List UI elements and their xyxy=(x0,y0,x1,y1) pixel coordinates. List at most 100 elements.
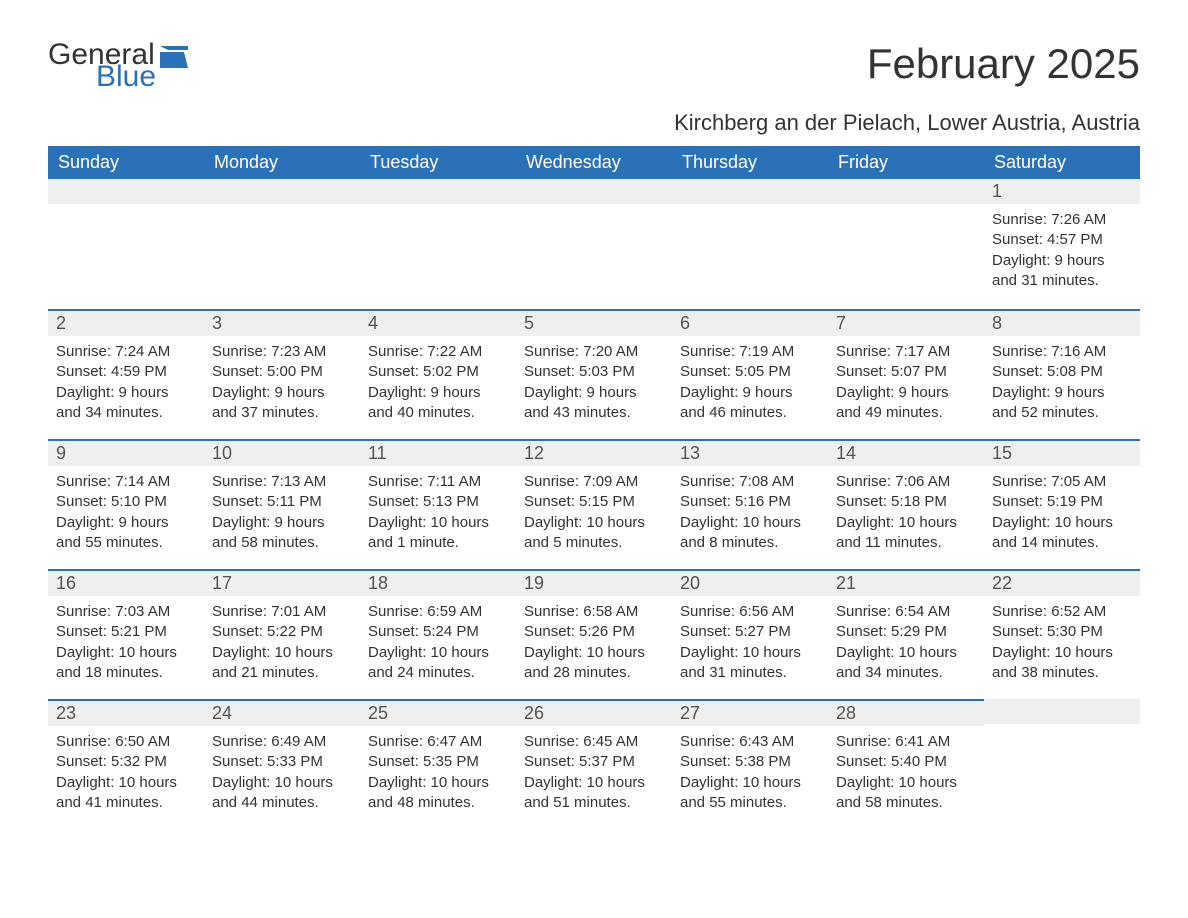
day-details xyxy=(828,204,984,220)
sunrise-text: Sunrise: 6:49 AM xyxy=(212,732,352,752)
daylight-text: Daylight: 9 hours and 49 minutes. xyxy=(836,383,976,424)
calendar-cell: 24Sunrise: 6:49 AMSunset: 5:33 PMDayligh… xyxy=(204,699,360,829)
weekday-header: Tuesday xyxy=(360,146,516,179)
sunrise-text: Sunrise: 6:52 AM xyxy=(992,602,1132,622)
daylight-text: Daylight: 10 hours and 5 minutes. xyxy=(524,513,664,554)
sunset-text: Sunset: 5:29 PM xyxy=(836,622,976,642)
calendar-cell: 7Sunrise: 7:17 AMSunset: 5:07 PMDaylight… xyxy=(828,309,984,439)
sunset-text: Sunset: 5:27 PM xyxy=(680,622,820,642)
day-number xyxy=(828,179,984,204)
weekday-header: Friday xyxy=(828,146,984,179)
logo: General Blue xyxy=(48,40,188,92)
day-details: Sunrise: 7:09 AMSunset: 5:15 PMDaylight:… xyxy=(516,466,672,563)
calendar-cell: 9Sunrise: 7:14 AMSunset: 5:10 PMDaylight… xyxy=(48,439,204,569)
calendar-cell: 18Sunrise: 6:59 AMSunset: 5:24 PMDayligh… xyxy=(360,569,516,699)
calendar-cell: 13Sunrise: 7:08 AMSunset: 5:16 PMDayligh… xyxy=(672,439,828,569)
day-details: Sunrise: 6:47 AMSunset: 5:35 PMDaylight:… xyxy=(360,726,516,823)
calendar-week-row: 16Sunrise: 7:03 AMSunset: 5:21 PMDayligh… xyxy=(48,569,1140,699)
calendar-cell: 28Sunrise: 6:41 AMSunset: 5:40 PMDayligh… xyxy=(828,699,984,829)
weekday-header: Wednesday xyxy=(516,146,672,179)
daylight-text: Daylight: 10 hours and 18 minutes. xyxy=(56,643,196,684)
header: General Blue February 2025 xyxy=(48,40,1140,92)
calendar-cell: 3Sunrise: 7:23 AMSunset: 5:00 PMDaylight… xyxy=(204,309,360,439)
sunrise-text: Sunrise: 6:50 AM xyxy=(56,732,196,752)
daylight-text: Daylight: 9 hours and 58 minutes. xyxy=(212,513,352,554)
day-number: 16 xyxy=(48,569,204,596)
daylight-text: Daylight: 10 hours and 8 minutes. xyxy=(680,513,820,554)
daylight-text: Daylight: 10 hours and 14 minutes. xyxy=(992,513,1132,554)
sunset-text: Sunset: 5:18 PM xyxy=(836,492,976,512)
sunset-text: Sunset: 5:30 PM xyxy=(992,622,1132,642)
sunset-text: Sunset: 5:10 PM xyxy=(56,492,196,512)
day-details: Sunrise: 6:58 AMSunset: 5:26 PMDaylight:… xyxy=(516,596,672,693)
calendar-cell: 16Sunrise: 7:03 AMSunset: 5:21 PMDayligh… xyxy=(48,569,204,699)
day-number xyxy=(48,179,204,204)
sunrise-text: Sunrise: 7:06 AM xyxy=(836,472,976,492)
day-number: 21 xyxy=(828,569,984,596)
day-number: 10 xyxy=(204,439,360,466)
day-details: Sunrise: 6:45 AMSunset: 5:37 PMDaylight:… xyxy=(516,726,672,823)
day-number: 20 xyxy=(672,569,828,596)
month-title: February 2025 xyxy=(867,40,1140,88)
sunset-text: Sunset: 5:05 PM xyxy=(680,362,820,382)
sunrise-text: Sunrise: 6:59 AM xyxy=(368,602,508,622)
sunset-text: Sunset: 5:07 PM xyxy=(836,362,976,382)
calendar-cell: 10Sunrise: 7:13 AMSunset: 5:11 PMDayligh… xyxy=(204,439,360,569)
sunset-text: Sunset: 5:21 PM xyxy=(56,622,196,642)
day-details: Sunrise: 7:06 AMSunset: 5:18 PMDaylight:… xyxy=(828,466,984,563)
sunset-text: Sunset: 5:24 PM xyxy=(368,622,508,642)
sunset-text: Sunset: 5:26 PM xyxy=(524,622,664,642)
day-number: 15 xyxy=(984,439,1140,466)
calendar-week-row: 1Sunrise: 7:26 AMSunset: 4:57 PMDaylight… xyxy=(48,179,1140,309)
calendar-cell: 17Sunrise: 7:01 AMSunset: 5:22 PMDayligh… xyxy=(204,569,360,699)
sunrise-text: Sunrise: 6:54 AM xyxy=(836,602,976,622)
calendar-cell xyxy=(516,179,672,309)
sunrise-text: Sunrise: 7:01 AM xyxy=(212,602,352,622)
calendar-cell: 25Sunrise: 6:47 AMSunset: 5:35 PMDayligh… xyxy=(360,699,516,829)
day-details: Sunrise: 7:03 AMSunset: 5:21 PMDaylight:… xyxy=(48,596,204,693)
day-number: 11 xyxy=(360,439,516,466)
daylight-text: Daylight: 9 hours and 40 minutes. xyxy=(368,383,508,424)
day-details: Sunrise: 7:01 AMSunset: 5:22 PMDaylight:… xyxy=(204,596,360,693)
day-details xyxy=(48,204,204,220)
day-details: Sunrise: 7:20 AMSunset: 5:03 PMDaylight:… xyxy=(516,336,672,433)
daylight-text: Daylight: 9 hours and 31 minutes. xyxy=(992,251,1132,292)
day-number: 6 xyxy=(672,309,828,336)
calendar-cell: 27Sunrise: 6:43 AMSunset: 5:38 PMDayligh… xyxy=(672,699,828,829)
day-details xyxy=(984,724,1140,740)
sunset-text: Sunset: 5:38 PM xyxy=(680,752,820,772)
day-details: Sunrise: 6:41 AMSunset: 5:40 PMDaylight:… xyxy=(828,726,984,823)
daylight-text: Daylight: 10 hours and 34 minutes. xyxy=(836,643,976,684)
daylight-text: Daylight: 10 hours and 38 minutes. xyxy=(992,643,1132,684)
calendar-cell: 4Sunrise: 7:22 AMSunset: 5:02 PMDaylight… xyxy=(360,309,516,439)
sunrise-text: Sunrise: 7:11 AM xyxy=(368,472,508,492)
day-number: 7 xyxy=(828,309,984,336)
daylight-text: Daylight: 9 hours and 55 minutes. xyxy=(56,513,196,554)
day-details: Sunrise: 7:16 AMSunset: 5:08 PMDaylight:… xyxy=(984,336,1140,433)
sunrise-text: Sunrise: 7:09 AM xyxy=(524,472,664,492)
sunset-text: Sunset: 5:13 PM xyxy=(368,492,508,512)
calendar-table: Sunday Monday Tuesday Wednesday Thursday… xyxy=(48,146,1140,829)
calendar-cell: 19Sunrise: 6:58 AMSunset: 5:26 PMDayligh… xyxy=(516,569,672,699)
day-number: 22 xyxy=(984,569,1140,596)
day-details: Sunrise: 7:13 AMSunset: 5:11 PMDaylight:… xyxy=(204,466,360,563)
calendar-cell: 6Sunrise: 7:19 AMSunset: 5:05 PMDaylight… xyxy=(672,309,828,439)
calendar-week-row: 2Sunrise: 7:24 AMSunset: 4:59 PMDaylight… xyxy=(48,309,1140,439)
calendar-cell: 2Sunrise: 7:24 AMSunset: 4:59 PMDaylight… xyxy=(48,309,204,439)
daylight-text: Daylight: 9 hours and 37 minutes. xyxy=(212,383,352,424)
sunset-text: Sunset: 5:02 PM xyxy=(368,362,508,382)
day-details: Sunrise: 7:17 AMSunset: 5:07 PMDaylight:… xyxy=(828,336,984,433)
weekday-header: Thursday xyxy=(672,146,828,179)
day-number: 17 xyxy=(204,569,360,596)
daylight-text: Daylight: 9 hours and 34 minutes. xyxy=(56,383,196,424)
day-number: 12 xyxy=(516,439,672,466)
sunrise-text: Sunrise: 6:43 AM xyxy=(680,732,820,752)
weekday-header: Monday xyxy=(204,146,360,179)
sunset-text: Sunset: 5:08 PM xyxy=(992,362,1132,382)
sunrise-text: Sunrise: 7:19 AM xyxy=(680,342,820,362)
sunrise-text: Sunrise: 7:22 AM xyxy=(368,342,508,362)
day-number: 23 xyxy=(48,699,204,726)
sunset-text: Sunset: 5:03 PM xyxy=(524,362,664,382)
sunset-text: Sunset: 5:37 PM xyxy=(524,752,664,772)
sunrise-text: Sunrise: 7:13 AM xyxy=(212,472,352,492)
